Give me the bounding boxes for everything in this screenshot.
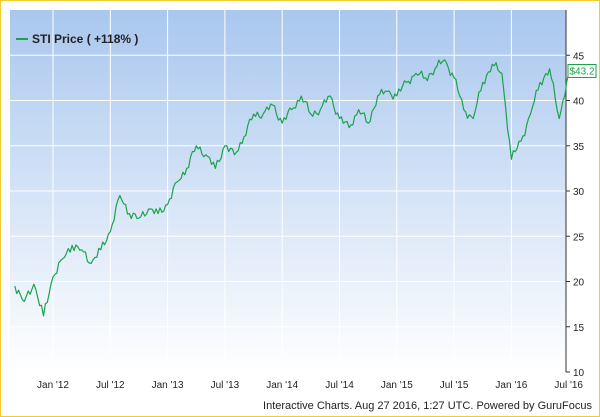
x-tick-label: Jul '14 [325,380,354,391]
y-tick-label: 15 [573,323,585,334]
y-axis-ticks: 10 15 20 25 30 35 40 45 [566,51,585,379]
x-axis-labels: Jan '12 Jul '12 Jan '13 Jul '13 Jan '14 Jul '… [37,380,583,391]
legend-label: STI Price ( +118% ) [32,32,138,46]
x-tick-label: Jul '15 [440,380,469,391]
x-tick-label: Jan '14 [266,380,298,391]
x-tick-label: Jan '13 [152,380,184,391]
y-tick-label: 20 [573,278,585,289]
x-tick-label: Jan '15 [381,380,413,391]
last-value-label: $43.2 [569,67,594,78]
y-tick-label: 25 [573,232,585,243]
last-value-marker: $43.2 [567,64,597,78]
y-tick-label: 40 [573,97,585,108]
x-tick-label: Jul '13 [211,380,240,391]
legend[interactable]: STI Price ( +118% ) [16,32,138,46]
y-tick-label: 10 [573,368,585,379]
last-value-box [567,64,597,78]
x-tick-label: Jul '16 [554,380,583,391]
chart-footer[interactable]: Interactive Charts. Aug 27 2016, 1:27 UT… [263,400,592,412]
x-tick-label: Jan '16 [495,380,527,391]
y-tick-label: 45 [573,51,585,62]
x-tick-label: Jan '12 [37,380,69,391]
series-line-sti-price [14,59,579,317]
y-tick-label: 30 [573,187,585,198]
y-tick-label: 35 [573,142,585,153]
x-tick-label: Jul '12 [96,380,125,391]
